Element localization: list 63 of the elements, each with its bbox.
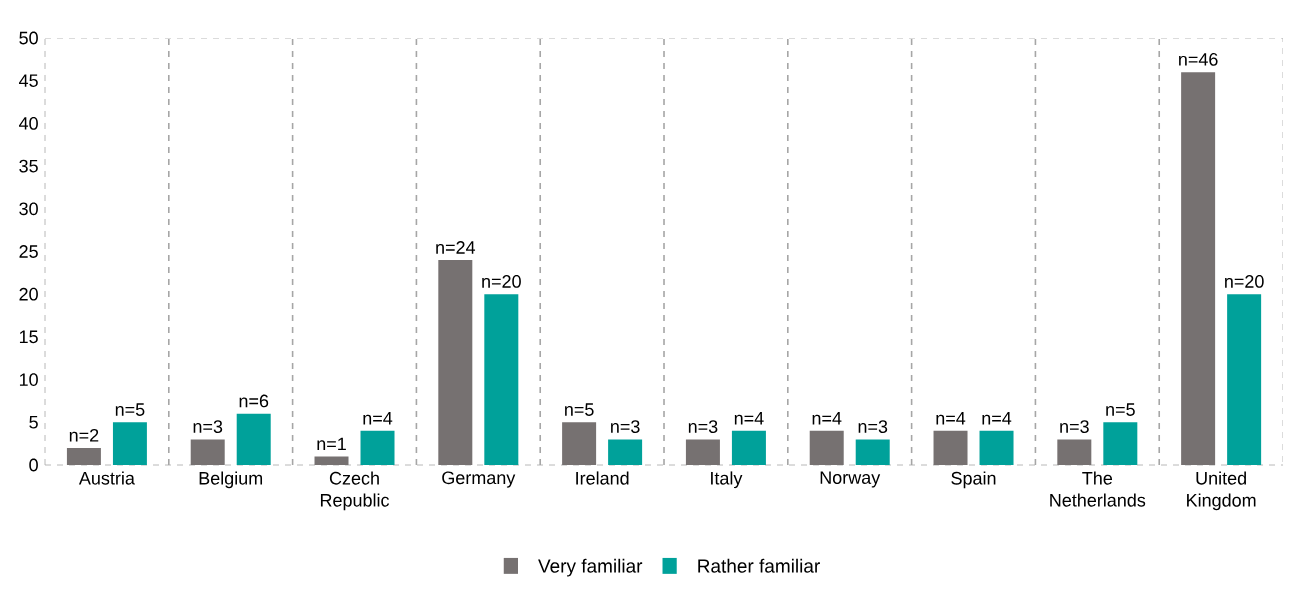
x-tick-label: Ireland xyxy=(576,471,629,485)
bar xyxy=(438,260,473,465)
x-tick-label: Italy xyxy=(711,471,743,489)
x-tick-label: Czech Republic xyxy=(320,471,390,511)
data-label: n=20 xyxy=(482,275,521,288)
bar xyxy=(236,413,271,465)
bar xyxy=(1057,439,1092,465)
data-label: n=3 xyxy=(858,420,888,433)
y-tick-label: 25 xyxy=(19,245,38,258)
bar xyxy=(731,430,766,465)
x-tick-label: Spain xyxy=(951,471,996,489)
x-tick-label: The Netherlands xyxy=(1050,471,1146,507)
x-tick-label: Germany xyxy=(442,471,516,488)
y-tick-label: 40 xyxy=(18,117,38,130)
data-label: n=1 xyxy=(317,437,346,451)
data-label: n=4 xyxy=(936,412,966,425)
x-tick-label: United Kingdom xyxy=(1187,471,1256,511)
y-tick-label: 5 xyxy=(29,416,38,429)
y-tick-label: 30 xyxy=(19,202,38,216)
x-tick-label: Norway xyxy=(820,471,881,488)
bar xyxy=(484,294,519,465)
data-label: n=3 xyxy=(611,420,640,433)
data-label: n=4 xyxy=(982,412,1012,425)
data-label: n=3 xyxy=(1060,420,1089,433)
legend-label: Very familiar xyxy=(538,558,643,577)
bar xyxy=(66,447,101,465)
bar xyxy=(562,422,597,465)
data-label: n=4 xyxy=(363,412,393,425)
bar xyxy=(112,422,147,465)
bar xyxy=(685,439,720,465)
bar xyxy=(979,430,1014,465)
y-tick-label: 20 xyxy=(19,287,38,301)
data-label: n=46 xyxy=(1179,53,1218,66)
y-tick-label: 15 xyxy=(19,330,38,344)
bar xyxy=(1103,422,1138,465)
bar xyxy=(1227,294,1262,465)
x-tick-label: Belgium xyxy=(199,471,263,489)
bar xyxy=(855,439,890,465)
bar xyxy=(1181,72,1216,465)
legend-label: Rather familiar xyxy=(698,558,820,573)
data-label: n=5 xyxy=(1106,403,1135,416)
data-label: n=5 xyxy=(115,403,145,416)
data-label: n=2 xyxy=(69,428,99,442)
data-label: n=24 xyxy=(436,241,476,254)
bar xyxy=(608,439,643,465)
y-tick-label: 35 xyxy=(19,159,38,173)
bar xyxy=(314,456,349,465)
y-tick-label: 50 xyxy=(19,31,38,45)
y-tick-label: 0 xyxy=(29,458,38,472)
data-label: n=3 xyxy=(688,420,718,433)
bar xyxy=(809,430,844,465)
x-tick-label: Austria xyxy=(78,471,135,485)
bar xyxy=(190,439,225,465)
data-label: n=5 xyxy=(565,403,594,416)
bar xyxy=(933,430,968,465)
bar xyxy=(360,430,395,465)
data-label: n=6 xyxy=(239,394,269,408)
data-label: n=3 xyxy=(193,420,223,433)
data-label: n=20 xyxy=(1225,275,1264,288)
data-label: n=4 xyxy=(812,412,842,425)
y-tick-label: 10 xyxy=(19,373,38,386)
y-tick-label: 45 xyxy=(18,74,38,87)
data-label: n=4 xyxy=(734,412,764,425)
